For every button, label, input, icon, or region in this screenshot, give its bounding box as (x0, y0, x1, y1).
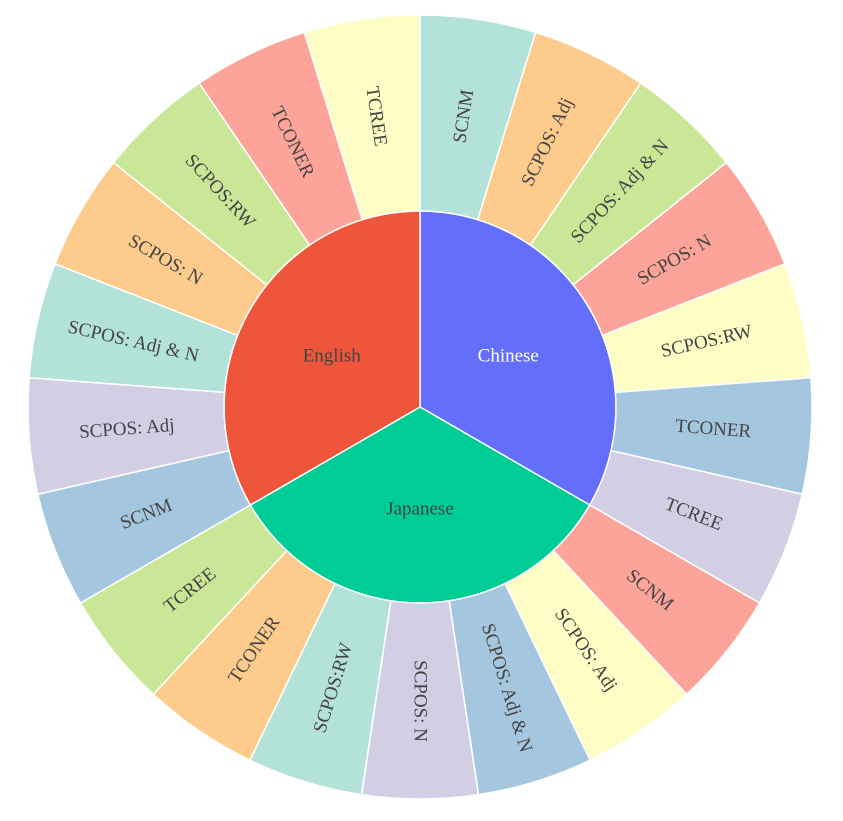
outer-sector-japanese-tcree[interactable] (79, 503, 288, 696)
inner-ring (223, 210, 617, 604)
outer-label-japanese-scpos-n: SCPOS: N (410, 660, 431, 742)
inner-label-english: English (303, 346, 362, 367)
outer-sector-chinese-scpos-rw[interactable] (601, 262, 812, 394)
inner-label-chinese: Chinese (478, 346, 539, 367)
outer-sector-japanese-scpos-adj[interactable] (504, 549, 688, 762)
outer-sector-japanese-scpos-adj-n[interactable] (448, 582, 592, 796)
outer-ring (27, 14, 813, 800)
outer-sector-japanese-tconer[interactable] (152, 549, 336, 762)
outer-sector-english-scpos-adj-n[interactable] (28, 262, 239, 394)
outer-sector-chinese-scpos-adj[interactable] (476, 31, 642, 247)
outer-sector-english-scpos-adj[interactable] (27, 376, 230, 496)
inner-label-japanese: Japanese (386, 498, 454, 519)
outer-sector-chinese-tcree[interactable] (588, 449, 804, 605)
outer-sector-english-scnm[interactable] (36, 449, 252, 605)
outer-sector-english-tcree[interactable] (303, 14, 421, 221)
outer-sector-japanese-scpos-rw[interactable] (248, 582, 392, 796)
outer-sector-english-scpos-rw[interactable] (112, 82, 311, 286)
outer-sector-japanese-scpos-n[interactable] (360, 599, 480, 800)
outer-sector-chinese-scpos-n[interactable] (572, 161, 786, 337)
outer-sector-japanese-scnm[interactable] (552, 503, 761, 696)
outer-sector-chinese-scpos-adj-n[interactable] (529, 82, 728, 286)
outer-sector-chinese-tconer[interactable] (610, 376, 813, 496)
outer-sector-english-scpos-n[interactable] (54, 161, 268, 337)
outer-sector-english-tconer[interactable] (198, 31, 364, 247)
